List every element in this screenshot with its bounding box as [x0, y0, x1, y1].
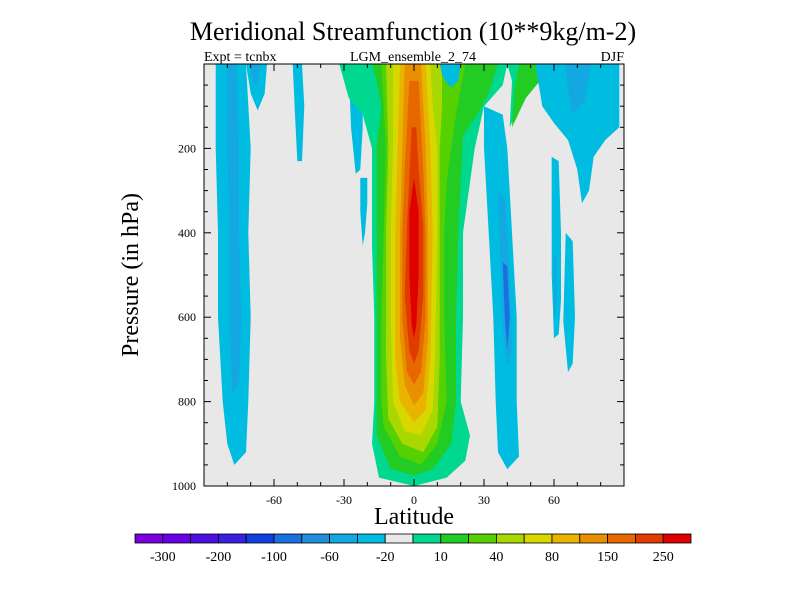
y-tick-label: 1000	[172, 479, 196, 493]
colorbar-swatch	[412, 533, 442, 544]
colorbar-swatch	[217, 533, 247, 544]
chart-title: Meridional Streamfunction (10**9kg/m-2)	[190, 17, 636, 46]
colorbar-label: 10	[434, 550, 448, 565]
season-label: DJF	[601, 50, 625, 65]
colorbar-label: 150	[597, 550, 618, 565]
contour-nh-high-cell	[535, 64, 620, 204]
y-tick-label: 600	[178, 310, 196, 324]
colorbar-swatch	[579, 533, 608, 544]
colorbar-swatch	[440, 533, 469, 544]
colorbar-label: -100	[261, 550, 287, 565]
y-tick-label: 200	[178, 141, 196, 155]
y-axis-label: Pressure (in hPa)	[118, 193, 144, 357]
colorbar-swatch	[162, 533, 192, 544]
x-axis-label: Latitude	[374, 504, 454, 530]
plot-area: -60 -30 0 30 60 200 400 600 800 1000	[172, 63, 625, 507]
contour-layer	[215, 64, 620, 486]
colorbar-swatch	[273, 533, 303, 544]
colorbar-label: 80	[545, 550, 559, 565]
axis-layer: -60 -30 0 30 60 200 400 600 800 1000	[172, 64, 624, 507]
ensemble-label: LGM_ensemble_2_74	[350, 50, 476, 65]
colorbar-label: 40	[489, 550, 503, 565]
colorbar-label: -60	[320, 550, 339, 565]
colorbar: -300 -200 -100 -60 -20 10 40 80 150 250	[134, 533, 692, 565]
contour-sh-cell-inner	[227, 64, 242, 394]
colorbar-swatch	[134, 533, 164, 544]
colorbar-swatch	[245, 533, 275, 544]
colorbar-swatch	[635, 533, 664, 544]
colorbar-swatch	[523, 533, 553, 544]
x-tick-label: -60	[266, 493, 282, 507]
contour-nh-upper-cell-green	[512, 64, 554, 128]
contour-hadley-core	[409, 177, 419, 339]
colorbar-swatch	[190, 533, 219, 544]
contour-nh-small-cell	[563, 232, 575, 373]
y-tick-label: 400	[178, 226, 196, 240]
contour-nh-mid-cell-inner	[554, 253, 557, 318]
colorbar-label: -20	[376, 550, 395, 565]
x-tick-label: 60	[548, 493, 560, 507]
x-tick-label: 30	[478, 493, 490, 507]
colorbar-swatch	[551, 533, 581, 544]
colorbar-swatch	[468, 533, 497, 544]
colorbar-swatch	[329, 533, 358, 544]
colorbar-label: 250	[653, 550, 674, 565]
colorbar-swatch	[301, 533, 330, 544]
x-tick-label: -30	[336, 493, 352, 507]
contour-sh-upper-cell-inner	[250, 64, 260, 83]
contour-sh-upper-cell	[246, 64, 267, 111]
colorbar-swatch	[495, 533, 525, 544]
colorbar-swatch	[662, 533, 692, 544]
colorbar-swatch	[607, 533, 636, 544]
contour-eq-upper-cell	[439, 64, 461, 88]
colorbar-swatch	[384, 533, 414, 544]
contour-sh-thin-cell	[292, 64, 305, 162]
x-tick-label: 0	[411, 493, 417, 507]
colorbar-label: -300	[150, 550, 176, 565]
colorbar-swatch	[356, 533, 386, 544]
y-tick-label: 800	[178, 395, 196, 409]
colorbar-label: -200	[206, 550, 232, 565]
contour-nh-cell-innermost	[502, 262, 510, 351]
contour-sh-deep-cell	[360, 177, 368, 246]
experiment-label: Expt = tcnbx	[204, 50, 276, 65]
contour-nh-high-cell-inner	[565, 64, 592, 115]
